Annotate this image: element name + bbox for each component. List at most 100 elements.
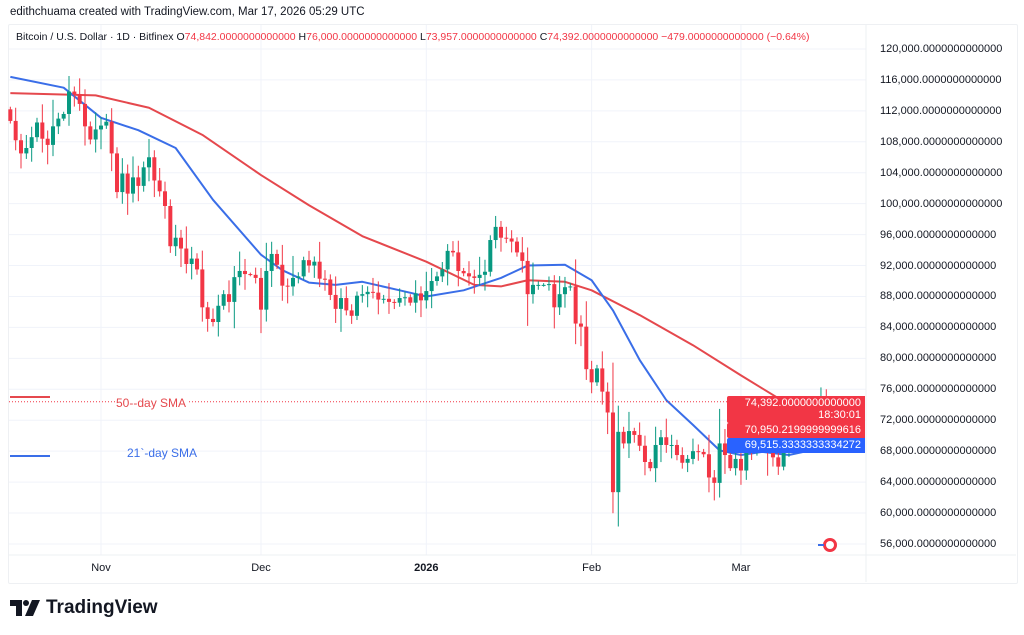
price-chart[interactable] <box>0 0 1024 600</box>
candle-body <box>93 129 98 140</box>
candle-body <box>712 477 717 483</box>
candle-body <box>61 113 66 119</box>
candle <box>541 283 546 287</box>
sma50-annotation: 50--day SMA <box>115 396 188 410</box>
last-price-tag: 74,392.0000000000000 18:30:01 <box>727 396 865 423</box>
candle <box>280 244 285 301</box>
candle-body <box>696 451 701 453</box>
candle-body <box>130 177 135 194</box>
candle-body <box>520 252 525 261</box>
candle <box>253 267 258 284</box>
candle <box>738 452 743 485</box>
price-tick-label: 80,000.0000000000000 <box>880 352 997 365</box>
candle-body <box>440 269 445 277</box>
candle-body <box>349 310 354 316</box>
candle <box>189 246 194 280</box>
candle <box>525 247 530 326</box>
candle <box>509 230 514 253</box>
candle-body <box>728 455 733 469</box>
price-tick-label: 112,000.0000000000000 <box>880 104 1002 117</box>
candle <box>530 262 535 304</box>
candle-body <box>99 125 103 130</box>
candle <box>584 301 589 380</box>
chart-overlays <box>9 396 866 552</box>
candle-body <box>392 301 397 303</box>
low-label: L <box>419 31 426 43</box>
candle <box>450 241 455 257</box>
candle <box>248 272 253 277</box>
candle-body <box>216 305 221 323</box>
candle-body <box>274 253 279 265</box>
candle <box>664 418 669 453</box>
candle-body <box>125 173 130 194</box>
sma21-price-tag: 69,515.3333333334272 <box>727 438 865 453</box>
candle-body <box>605 391 610 413</box>
candle-body <box>690 451 695 459</box>
price-tick-label: 76,000.0000000000000 <box>880 383 997 396</box>
candle-body <box>194 258 199 270</box>
candle <box>402 291 407 306</box>
candle-body <box>642 445 647 462</box>
price-tick-label: 60,000.0000000000000 <box>880 507 997 520</box>
candle <box>589 360 594 394</box>
candle-body <box>413 293 418 303</box>
price-tick-label: 92,000.0000000000000 <box>880 259 997 272</box>
low-value: 73,957.0000000000000 <box>425 31 537 43</box>
candle-body <box>573 286 578 324</box>
candle <box>482 259 487 291</box>
candle <box>477 256 482 286</box>
tradingview-logo-text: TradingView <box>46 597 158 618</box>
candle-body <box>674 444 679 456</box>
candle-body <box>312 261 317 266</box>
candle-body <box>658 437 663 445</box>
candle <box>408 294 413 306</box>
candle <box>376 281 381 315</box>
candle <box>557 276 562 315</box>
candle <box>269 241 274 287</box>
candle-body <box>24 147 29 154</box>
price-tick-label: 72,000.0000000000000 <box>880 414 997 427</box>
candle <box>194 253 199 275</box>
price-tick-label: 68,000.0000000000000 <box>880 445 997 458</box>
price-tick-label: 104,000.0000000000000 <box>880 166 1003 179</box>
tradingview-logo-icon <box>10 600 40 616</box>
candle <box>136 165 141 202</box>
candle-body <box>722 443 727 456</box>
candle-body <box>525 260 530 295</box>
price-tick-label: 120,000.0000000000000 <box>880 43 1003 55</box>
candle-body <box>445 250 450 270</box>
candle-body <box>370 291 375 293</box>
candle <box>605 382 610 435</box>
candle-body <box>77 94 82 104</box>
candle-body <box>706 454 711 478</box>
candle <box>434 271 439 286</box>
candle <box>120 158 125 204</box>
candle <box>610 362 615 514</box>
candle-body <box>344 298 349 311</box>
tradingview-badge-icon <box>818 538 837 552</box>
bar-countdown: 18:30:01 <box>818 409 861 421</box>
candle <box>40 104 45 153</box>
candle-body <box>264 270 269 310</box>
price-tick-label: 64,000.0000000000000 <box>880 476 997 489</box>
sma50-line <box>10 92 827 430</box>
price-tick-label: 56,000.0000000000000 <box>880 537 997 550</box>
candle-body <box>221 294 226 306</box>
candle <box>440 261 445 283</box>
candle <box>701 448 706 458</box>
candle-body <box>200 269 205 308</box>
candle <box>264 242 269 322</box>
candle <box>386 283 391 314</box>
candle-body <box>157 180 162 192</box>
candle-body <box>701 451 706 455</box>
candle-body <box>290 277 295 287</box>
candle-body <box>498 226 503 238</box>
candle-body <box>104 121 109 126</box>
candle <box>333 276 338 323</box>
symbol-name[interactable]: Bitcoin / U.S. Dollar · 1D · Bitfinex <box>16 31 174 43</box>
candle-body <box>376 292 381 300</box>
candle <box>578 315 583 347</box>
price-tick-label: 108,000.0000000000000 <box>880 135 1003 148</box>
candle-body <box>88 126 93 140</box>
candle <box>200 250 205 322</box>
